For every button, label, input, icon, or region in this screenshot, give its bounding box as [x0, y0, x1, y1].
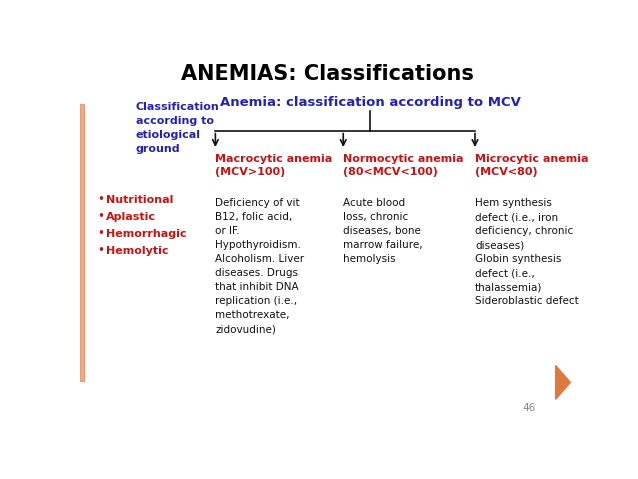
Text: Classification
according to
etiological
ground: Classification according to etiological … [135, 102, 219, 154]
Text: Anemia: classification according to MCV: Anemia: classification according to MCV [220, 96, 521, 109]
Text: •: • [97, 194, 103, 206]
Text: 46: 46 [523, 403, 536, 413]
Text: Acute blood
loss, chronic
diseases, bone
marrow failure,
hemolysis: Acute blood loss, chronic diseases, bone… [343, 198, 423, 264]
Text: Aplastic: Aplastic [106, 212, 156, 222]
Text: Microcytic anemia
(MCV<80): Microcytic anemia (MCV<80) [475, 154, 588, 177]
Text: Nutritional: Nutritional [106, 195, 174, 205]
Text: Hemolytic: Hemolytic [106, 246, 168, 256]
Text: •: • [97, 210, 103, 223]
Text: ANEMIAS: Classifications: ANEMIAS: Classifications [181, 64, 473, 84]
Text: •: • [97, 244, 103, 257]
Polygon shape [80, 103, 84, 381]
Text: Macrocytic anemia
(MCV>100): Macrocytic anemia (MCV>100) [216, 154, 332, 177]
Text: Normocytic anemia
(80<MCV<100): Normocytic anemia (80<MCV<100) [343, 154, 464, 177]
Polygon shape [556, 365, 570, 399]
Text: •: • [97, 228, 103, 240]
Text: Hem synthesis
defect (i.e., iron
deficiency, chronic
diseases)
Globin synthesis
: Hem synthesis defect (i.e., iron deficie… [475, 198, 579, 307]
Text: Deficiency of vit
B12, folic acid,
or IF.
Hypothyroidism.
Alcoholism. Liver
dise: Deficiency of vit B12, folic acid, or IF… [216, 198, 304, 334]
Text: Hemorrhagic: Hemorrhagic [106, 229, 186, 239]
